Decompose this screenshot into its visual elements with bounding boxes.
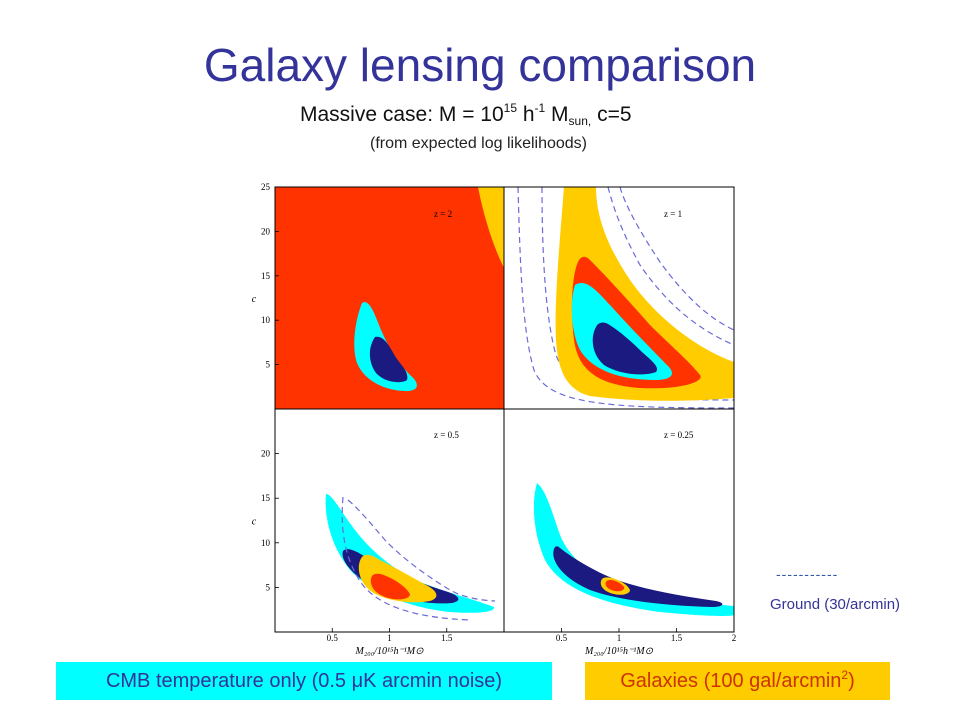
panel-label-z0.25: z = 0.25 <box>664 430 694 440</box>
x-tick-label: 0.5 <box>327 633 339 643</box>
x-tick-label: 0.5 <box>556 633 568 643</box>
y-tick-label: 20 <box>261 449 271 459</box>
cmb-inner-contour <box>592 322 658 375</box>
x-axis-label: M₂₀₀/10¹⁵h⁻¹M⊙ <box>584 646 654 657</box>
axes-layer: 0.5 1 1.5 M₂₀₀/10¹⁵h⁻¹M⊙ 0.5 1 1.5 2 M₂₀₀/10¹⁵h⁻… <box>252 182 736 657</box>
slide-title: Galaxy lensing comparison <box>203 39 757 91</box>
galaxies-legend-box: Galaxies (100 gal/arcmin2) <box>585 662 890 700</box>
ground-dashed-inner <box>347 499 496 602</box>
ground-dashed-outer <box>517 187 734 409</box>
panel-z0.25 <box>533 483 734 616</box>
method-note: (from expected log likelihoods) <box>370 135 587 152</box>
y-tick-label: 10 <box>261 315 271 325</box>
subtitle: Massive case: M = 1015 h-1 Msun, c=5 <box>300 101 632 128</box>
y-tick-label: 15 <box>261 493 271 503</box>
cmb-legend-box: CMB temperature only (0.5 μK arcmin nois… <box>56 662 552 700</box>
y-tick-label: 10 <box>261 538 271 548</box>
x-axis-label: M₂₀₀/10¹⁵h⁻¹M⊙ <box>355 646 425 657</box>
ground-legend-label: Ground (30/arcmin) <box>770 596 901 613</box>
galaxies-inner-region <box>275 187 504 409</box>
x-tick-label: 1 <box>387 633 392 643</box>
y-tick-label: 5 <box>266 582 271 592</box>
x-tick-label: 1.5 <box>441 633 453 643</box>
galaxies-inner-contour <box>370 573 410 600</box>
galaxies-inner-contour <box>605 580 625 592</box>
panel-label-z2: z = 2 <box>434 209 452 219</box>
panel-z0.5 <box>325 494 496 621</box>
panel-label-z1: z = 1 <box>664 209 682 219</box>
ground-dashed-outer <box>341 496 471 621</box>
x-tick-label: 2 <box>732 633 737 643</box>
panel-label-z0.5: z = 0.5 <box>434 430 459 440</box>
ground-legend-symbol: ----------- <box>776 566 839 582</box>
x-tick-label: 1.5 <box>671 633 683 643</box>
cmb-inner-contour <box>553 546 723 607</box>
y-tick-label: 15 <box>261 271 271 281</box>
y-axis-label: c <box>252 294 257 305</box>
y-tick-label: 25 <box>261 182 271 192</box>
panel-z1 <box>517 187 734 409</box>
cmb-inner-contour <box>369 336 408 383</box>
y-tick-label: 5 <box>266 360 271 370</box>
ground-dashed-far <box>619 187 734 331</box>
y-axis-label: c <box>252 517 257 528</box>
y-tick-label: 20 <box>261 226 271 236</box>
panel-z2 <box>275 187 504 409</box>
ground-dashed-right <box>607 187 734 346</box>
x-tick-label: 1 <box>617 633 622 643</box>
